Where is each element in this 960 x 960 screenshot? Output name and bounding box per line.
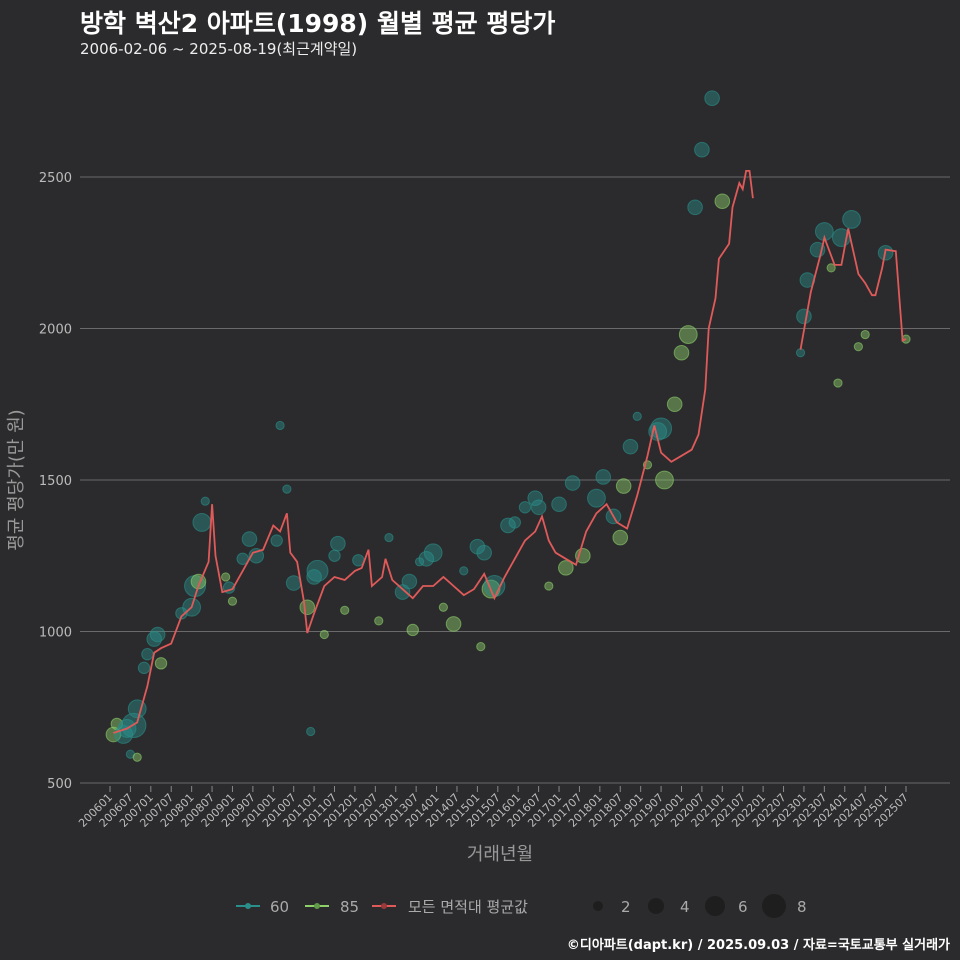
scatter-point-85: [340, 605, 350, 615]
scatter-point-60: [551, 496, 567, 513]
scatter-point-60: [694, 141, 710, 158]
scatter-point-60: [401, 573, 418, 590]
scatter-point-60: [306, 569, 322, 585]
scatter-point-85: [666, 396, 683, 413]
legend-size-4: [648, 898, 664, 914]
scatter-point-60: [270, 534, 283, 547]
scatter-point-85: [615, 478, 632, 494]
scatter-point-85: [544, 581, 554, 591]
scatter-point-85: [319, 629, 329, 640]
scatter-point-85: [406, 623, 419, 637]
legend-size-label-6: 6: [738, 898, 748, 916]
scatter-point-60: [796, 308, 812, 325]
scatter-point-60: [595, 469, 612, 485]
scatter-point-60: [175, 607, 188, 620]
scatter-point-60: [508, 516, 522, 529]
scatter-point-85: [853, 342, 863, 352]
scatter-point-60: [459, 566, 469, 576]
legend-label-avg: 모든 면적대 평균값: [408, 898, 528, 916]
chart-title: 방학 벽산2 아파트(1998) 월별 평균 평당가: [80, 9, 556, 38]
scatter-point-85: [714, 193, 731, 210]
scatter-point-85: [833, 378, 843, 388]
scatter-point-85: [445, 616, 462, 632]
legend-size-8: [762, 894, 786, 918]
scatter-point-60: [306, 559, 329, 582]
scatter-point-60: [328, 549, 341, 562]
scatter-point-85: [299, 599, 316, 616]
scatter-point-85: [438, 602, 448, 612]
scatter-point-60: [704, 90, 720, 107]
scatter-point-60: [282, 484, 292, 494]
scatter-point-60: [842, 210, 861, 229]
legend-size-label-8: 8: [797, 898, 807, 916]
scatter-point-60: [241, 531, 258, 547]
scatter-point-85: [860, 329, 870, 340]
scatter-point-85: [826, 263, 836, 273]
scatter-point-60: [330, 535, 346, 552]
legend-size-label-2: 2: [621, 898, 631, 916]
legend-dot-60: [245, 903, 251, 909]
avg-price-line: [799, 228, 907, 350]
scatter-point-85: [132, 752, 142, 762]
scatter-point-60: [622, 438, 639, 455]
legend-size-2: [593, 901, 603, 911]
scatter-point-85: [612, 529, 629, 546]
legend-dot-avg: [381, 903, 387, 909]
scatter-point-60: [518, 501, 532, 514]
scatter-point-60: [564, 475, 581, 491]
scatter-point-60: [141, 648, 154, 661]
scatter-point-60: [687, 199, 703, 216]
scatter-point-85: [374, 616, 384, 626]
chart-subtitle: 2006-02-06 ~ 2025-08-19(최근계약일): [80, 40, 358, 58]
scatter-point-85: [221, 572, 231, 582]
scatter-point-85: [655, 470, 674, 490]
y-tick-label: 2500: [39, 171, 72, 186]
scatter-point-60: [384, 532, 394, 543]
y-tick-label: 2000: [39, 323, 72, 338]
scatter-point-60: [527, 490, 544, 506]
scatter-point-60: [275, 420, 285, 431]
scatter-point-60: [500, 517, 516, 534]
scatter-point-60: [795, 348, 806, 358]
scatter-point-60: [476, 544, 492, 561]
scatter-point-60: [114, 725, 134, 744]
scatter-point-60: [530, 499, 547, 516]
scatter-point-60: [285, 575, 302, 591]
legend-size-6: [705, 896, 725, 916]
legend-size-label-4: 4: [680, 898, 690, 916]
scatter-point-60: [192, 513, 212, 532]
legend-dot-85: [314, 903, 320, 909]
scatter-point-60: [236, 552, 249, 565]
legend-label-60: 60: [270, 898, 289, 916]
avg-price-line: [113, 170, 754, 734]
scatter-point-60: [632, 411, 642, 421]
y-tick-label: 1500: [39, 474, 72, 489]
legend: 60 85 모든 면적대 평균값 2 4 6 8: [236, 894, 807, 918]
scatter-point-60: [137, 661, 151, 675]
scatter-point-85: [558, 560, 574, 576]
scatter-point-60: [306, 726, 316, 737]
y-tick-label: 500: [47, 777, 72, 792]
scatter-point-60: [423, 543, 443, 563]
scatter-point-85: [227, 596, 238, 606]
scatter-point-85: [678, 325, 698, 344]
y-axis-title: 평균 평당가(만 원): [6, 409, 27, 550]
scatter-point-85: [154, 657, 168, 670]
scatter-point-60: [200, 496, 210, 506]
x-axis-title: 거래년월: [467, 844, 533, 865]
y-tick-label: 1000: [39, 626, 72, 641]
footer-credit: ©디아파트(dapt.kr) / 2025.09.03 / 자료=국토교통부 실…: [566, 938, 950, 953]
scatter-point-60: [587, 488, 606, 508]
scatter-point-85: [476, 642, 486, 652]
legend-label-85: 85: [340, 898, 359, 916]
scatter-point-60: [149, 626, 166, 643]
scatter-point-85: [673, 344, 690, 361]
